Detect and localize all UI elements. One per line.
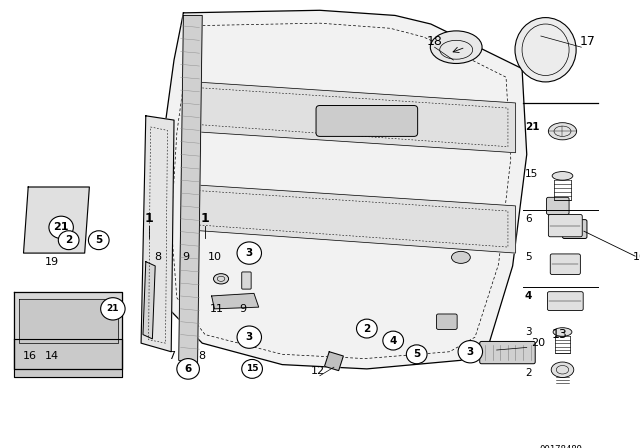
FancyBboxPatch shape bbox=[480, 341, 535, 364]
Polygon shape bbox=[212, 293, 259, 309]
Ellipse shape bbox=[515, 17, 576, 82]
Text: 3: 3 bbox=[246, 332, 253, 342]
Text: 17: 17 bbox=[580, 34, 596, 47]
Polygon shape bbox=[19, 298, 118, 343]
Circle shape bbox=[237, 242, 262, 264]
Text: 4: 4 bbox=[390, 336, 397, 345]
Circle shape bbox=[49, 216, 74, 238]
Text: 8: 8 bbox=[154, 252, 161, 263]
Text: 2: 2 bbox=[65, 235, 72, 245]
FancyBboxPatch shape bbox=[605, 237, 635, 259]
Circle shape bbox=[88, 231, 109, 250]
FancyBboxPatch shape bbox=[316, 106, 418, 136]
Text: 7: 7 bbox=[168, 351, 176, 361]
FancyBboxPatch shape bbox=[525, 408, 596, 435]
Text: 20: 20 bbox=[531, 338, 545, 348]
Text: 8: 8 bbox=[198, 351, 206, 361]
Text: 3: 3 bbox=[467, 347, 474, 357]
Text: 9: 9 bbox=[182, 252, 190, 263]
Text: 21: 21 bbox=[107, 304, 119, 313]
Polygon shape bbox=[179, 15, 202, 365]
Text: 1: 1 bbox=[144, 212, 153, 225]
Circle shape bbox=[58, 231, 79, 250]
Polygon shape bbox=[537, 416, 575, 433]
Text: 16: 16 bbox=[23, 351, 37, 361]
Ellipse shape bbox=[451, 251, 470, 263]
Text: 15: 15 bbox=[525, 169, 538, 179]
FancyBboxPatch shape bbox=[550, 254, 580, 275]
Text: 3: 3 bbox=[246, 248, 253, 258]
Circle shape bbox=[458, 340, 483, 363]
Polygon shape bbox=[141, 116, 174, 352]
Text: 21: 21 bbox=[53, 222, 69, 233]
Circle shape bbox=[242, 359, 262, 378]
Circle shape bbox=[406, 345, 427, 364]
Text: 18: 18 bbox=[427, 34, 442, 47]
Text: 00178489: 00178489 bbox=[539, 445, 582, 448]
Polygon shape bbox=[14, 292, 122, 369]
Polygon shape bbox=[143, 262, 156, 339]
Text: 5: 5 bbox=[525, 252, 531, 262]
Text: 2: 2 bbox=[525, 368, 531, 378]
Ellipse shape bbox=[548, 123, 577, 140]
Ellipse shape bbox=[430, 31, 482, 64]
Text: 6: 6 bbox=[184, 364, 192, 374]
Text: 1: 1 bbox=[201, 212, 209, 225]
FancyBboxPatch shape bbox=[563, 220, 587, 238]
FancyBboxPatch shape bbox=[436, 314, 457, 329]
Ellipse shape bbox=[214, 274, 228, 284]
FancyBboxPatch shape bbox=[547, 197, 569, 215]
Polygon shape bbox=[188, 185, 515, 253]
Text: 10: 10 bbox=[632, 252, 640, 263]
FancyBboxPatch shape bbox=[547, 292, 583, 310]
Circle shape bbox=[383, 331, 404, 350]
Text: 15: 15 bbox=[246, 364, 259, 373]
Text: 11: 11 bbox=[209, 304, 223, 314]
Text: 4: 4 bbox=[525, 291, 532, 301]
Polygon shape bbox=[324, 352, 343, 370]
Ellipse shape bbox=[551, 362, 574, 378]
Polygon shape bbox=[14, 339, 122, 378]
Text: 12: 12 bbox=[311, 366, 325, 375]
Circle shape bbox=[237, 326, 262, 348]
FancyBboxPatch shape bbox=[242, 272, 251, 289]
Text: 3: 3 bbox=[525, 327, 531, 337]
Ellipse shape bbox=[553, 327, 572, 336]
FancyBboxPatch shape bbox=[548, 215, 582, 237]
Polygon shape bbox=[188, 82, 515, 153]
Text: 10: 10 bbox=[207, 252, 221, 263]
Text: 14: 14 bbox=[45, 351, 59, 361]
Circle shape bbox=[356, 319, 377, 338]
Polygon shape bbox=[158, 10, 527, 369]
Text: 21: 21 bbox=[525, 122, 540, 132]
Text: 5: 5 bbox=[95, 235, 102, 245]
Ellipse shape bbox=[552, 172, 573, 180]
Text: 5: 5 bbox=[413, 349, 420, 359]
Text: 2: 2 bbox=[364, 323, 371, 334]
Circle shape bbox=[177, 358, 200, 379]
Text: 6: 6 bbox=[525, 214, 531, 224]
Circle shape bbox=[100, 297, 125, 320]
Text: 9: 9 bbox=[239, 304, 246, 314]
Text: 13: 13 bbox=[552, 328, 568, 341]
Text: 19: 19 bbox=[45, 257, 59, 267]
Polygon shape bbox=[24, 187, 90, 253]
